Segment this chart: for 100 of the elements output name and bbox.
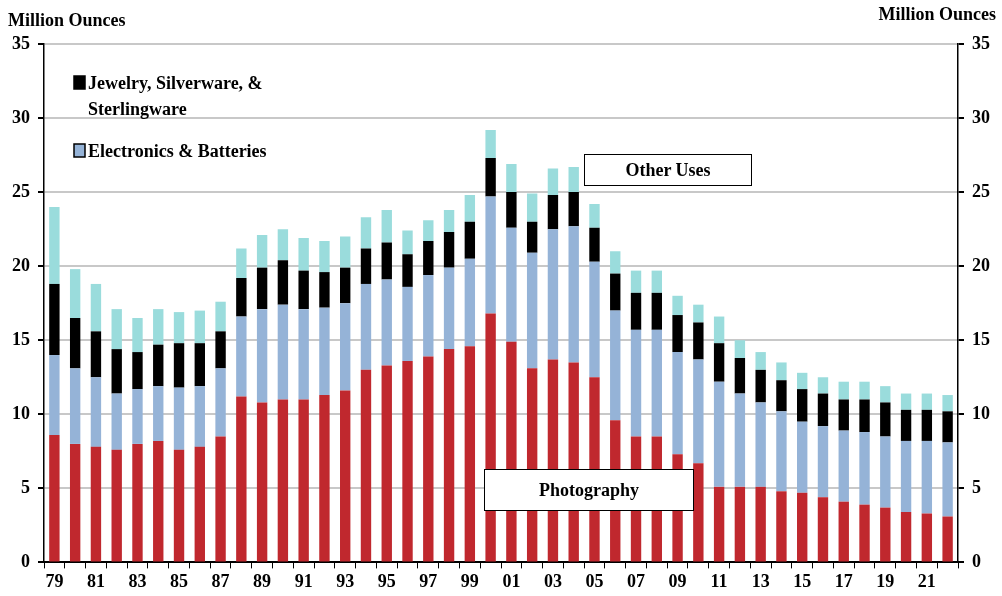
bar <box>464 258 476 347</box>
bar <box>111 449 122 562</box>
bar <box>900 512 912 562</box>
bar <box>69 318 81 369</box>
y2-tick-label: 10 <box>972 402 990 423</box>
bar <box>630 292 642 330</box>
bar <box>630 270 642 293</box>
x-tick-label: 09 <box>668 570 687 591</box>
x-tick-label: 99 <box>460 570 479 591</box>
bar <box>859 381 870 400</box>
bar <box>69 443 81 562</box>
bar <box>672 295 683 316</box>
y2-tick-label: 0 <box>972 551 981 572</box>
bar <box>153 440 164 562</box>
bar <box>298 399 309 562</box>
bar <box>153 309 164 345</box>
y2-axis-title: Million Ounces <box>878 4 996 24</box>
bar <box>90 446 102 562</box>
bar <box>381 242 392 280</box>
bar <box>713 316 725 344</box>
bar <box>423 275 434 357</box>
bar <box>277 260 289 305</box>
bar <box>443 232 455 268</box>
bar <box>215 368 226 437</box>
bar <box>880 402 891 437</box>
bar <box>194 446 205 562</box>
bar <box>859 399 870 433</box>
x-tick-label: 97 <box>419 570 438 591</box>
bar <box>755 402 766 487</box>
bar <box>256 267 268 310</box>
bar <box>360 369 372 562</box>
bar <box>485 158 496 197</box>
bar <box>381 279 392 366</box>
bar <box>49 283 60 356</box>
bar <box>360 283 372 370</box>
bar <box>256 235 268 268</box>
bar <box>153 344 164 387</box>
bar <box>734 358 746 394</box>
bar <box>111 349 122 394</box>
y2-tick-label: 35 <box>972 32 990 53</box>
bar <box>443 209 455 233</box>
bar <box>340 267 351 304</box>
bar <box>755 486 766 562</box>
bar <box>547 195 559 230</box>
bar <box>817 393 829 427</box>
bar <box>173 449 185 562</box>
bar <box>713 343 725 382</box>
bar <box>319 272 330 308</box>
bar <box>942 442 953 517</box>
bar <box>568 166 579 193</box>
y2-tick-label: 15 <box>972 328 990 349</box>
bar <box>423 240 434 276</box>
text-box: Other Uses <box>584 154 752 186</box>
bar <box>340 390 351 562</box>
bar <box>921 513 933 562</box>
bar <box>194 310 205 344</box>
bar <box>797 492 808 562</box>
bar <box>194 343 205 387</box>
bar <box>526 252 538 369</box>
x-tick-label: 17 <box>834 570 853 591</box>
bar <box>506 227 517 342</box>
bar <box>734 486 746 562</box>
x-tick-label: 11 <box>710 570 728 591</box>
bar <box>610 251 621 274</box>
bar <box>713 381 725 487</box>
bar <box>547 229 559 360</box>
bar <box>402 230 413 255</box>
bar <box>443 349 455 562</box>
bar <box>298 238 309 271</box>
bar <box>381 365 392 562</box>
bar <box>277 399 289 562</box>
bar <box>111 393 122 450</box>
x-tick-label: 15 <box>793 570 812 591</box>
bar <box>651 270 662 293</box>
y-tick-label: 0 <box>21 551 30 572</box>
bar <box>360 248 372 284</box>
x-tick-label: 05 <box>585 570 604 591</box>
bar <box>111 309 122 350</box>
bar <box>485 196 496 314</box>
bar <box>49 435 60 562</box>
bar <box>921 440 933 514</box>
bar <box>817 497 829 562</box>
bar <box>942 395 953 412</box>
bar <box>132 443 143 562</box>
bar <box>942 411 953 443</box>
bar <box>277 304 289 400</box>
x-tick-label: 81 <box>86 570 105 591</box>
bar <box>776 491 787 562</box>
bar <box>153 386 164 441</box>
bar <box>173 387 185 450</box>
bar <box>132 352 143 390</box>
bar <box>319 395 330 562</box>
bar <box>880 386 891 403</box>
y-tick-label: 20 <box>12 254 30 275</box>
bar <box>49 206 60 284</box>
bar <box>610 273 621 311</box>
bar <box>277 229 289 261</box>
x-tick-label: 03 <box>543 570 562 591</box>
bar <box>651 292 662 330</box>
bar <box>589 203 600 228</box>
